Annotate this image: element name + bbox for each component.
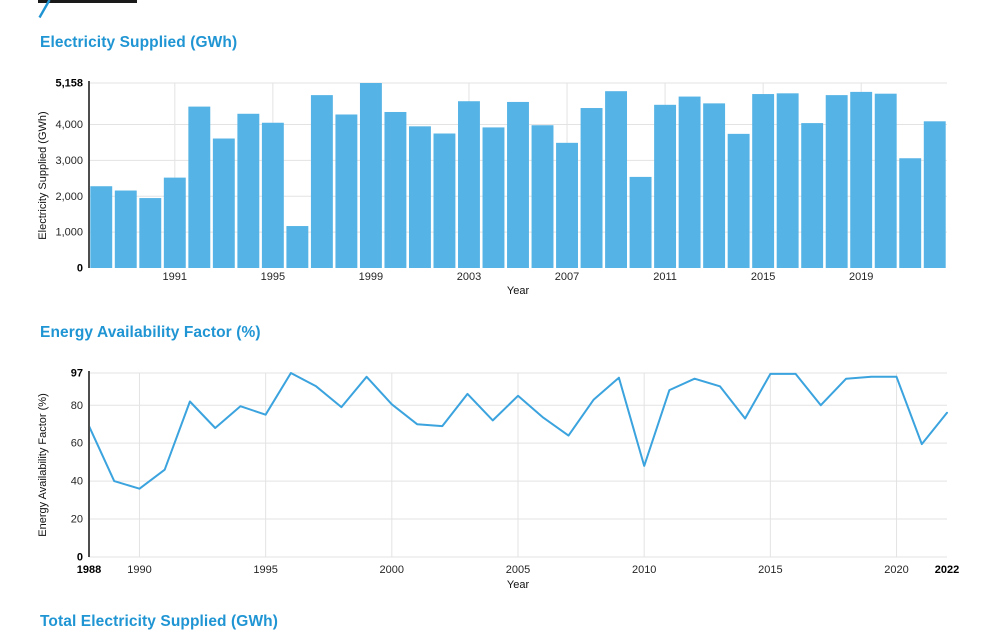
bar-1989 xyxy=(114,190,137,268)
x-tick-label: 2022 xyxy=(935,564,959,576)
y-tick-label: 80 xyxy=(71,400,83,412)
bar-1993 xyxy=(212,138,235,268)
y-tick-label: 4,000 xyxy=(55,119,83,131)
bar-2003 xyxy=(458,101,480,268)
slash-icon xyxy=(38,0,51,19)
electricity-supplied-bar-chart: 0 1,000 2,000 3,000 4,000 5,158 1991 1995 1999 20… xyxy=(37,78,947,297)
x-tick-label: 2011 xyxy=(653,271,677,283)
y-tick-label: 20 xyxy=(71,514,83,526)
energy-availability-line-chart: 0 20 40 60 80 97 1988 1990 1995 2000 2005 2010 2015 2… xyxy=(37,368,959,591)
eaf-line xyxy=(88,372,948,490)
bar-1990 xyxy=(139,198,162,268)
bar-1994 xyxy=(237,113,260,268)
bar-1996 xyxy=(286,226,309,268)
x-tick-label: 1990 xyxy=(127,564,151,576)
x-tick-label: 2019 xyxy=(849,271,873,283)
cropped-header-element xyxy=(38,0,137,3)
bar-2002 xyxy=(433,133,456,268)
x-tick-label: 1995 xyxy=(261,271,285,283)
bar-2019 xyxy=(850,91,873,268)
bar-2001 xyxy=(408,126,431,268)
bar-1998 xyxy=(335,114,358,268)
bar-1997 xyxy=(310,95,333,268)
y-tick-label: 60 xyxy=(71,438,83,450)
x-tick-label: 2000 xyxy=(380,564,404,576)
y-tick-label: 1,000 xyxy=(55,227,83,239)
bar-2010 xyxy=(629,176,652,268)
y-axis-title: Electricity Supplied (GWh) xyxy=(37,111,49,239)
x-tick-label: 2005 xyxy=(506,564,530,576)
x-tick-label: 2010 xyxy=(632,564,656,576)
total-electricity-title: Total Electricity Supplied (GWh) xyxy=(40,613,279,630)
y-tick-label: 40 xyxy=(71,476,83,488)
bar-2021 xyxy=(899,158,922,268)
energy-availability-title: Energy Availability Factor (%) xyxy=(40,324,261,341)
x-tick-label: 2007 xyxy=(555,271,579,283)
bar-1999 xyxy=(359,83,382,268)
x-tick-label: 2015 xyxy=(758,564,782,576)
bar-2005 xyxy=(507,101,529,268)
bar-2018 xyxy=(825,95,848,268)
bar-2007 xyxy=(556,142,578,268)
bar-1991 xyxy=(163,177,186,268)
bar-2000 xyxy=(384,111,407,268)
bar-2015 xyxy=(752,94,775,268)
bar-2008 xyxy=(580,108,603,268)
bar-2011 xyxy=(654,104,677,268)
bar-1995 xyxy=(261,122,284,268)
y-tick-label: 2,000 xyxy=(55,191,83,203)
bar-2020 xyxy=(874,93,897,268)
x-tick-label: 2020 xyxy=(884,564,908,576)
y-tick-label: 0 xyxy=(77,552,83,564)
bar-2006 xyxy=(531,125,554,268)
y-tick-label: 0 xyxy=(77,263,83,275)
bar-2004 xyxy=(482,127,505,269)
bar-2017 xyxy=(801,123,824,268)
x-tick-label: 2015 xyxy=(751,271,775,283)
x-tick-label: 1999 xyxy=(359,271,383,283)
x-axis-title: Year xyxy=(507,579,530,591)
x-tick-label: 2003 xyxy=(457,271,481,283)
bar-1988 xyxy=(90,186,113,268)
bar-2014 xyxy=(727,133,750,268)
bar-2016 xyxy=(776,93,799,268)
bar-2012 xyxy=(678,96,701,268)
y-axis-title: Energy Availability Factor (%) xyxy=(37,393,49,536)
bar-2022 xyxy=(923,121,946,268)
y-tick-label: 3,000 xyxy=(55,155,83,167)
x-axis-title: Year xyxy=(507,285,530,297)
x-tick-label: 1995 xyxy=(253,564,277,576)
x-tick-label: 1991 xyxy=(163,271,187,283)
x-tick-label: 1988 xyxy=(77,564,101,576)
electricity-supplied-title: Electricity Supplied (GWh) xyxy=(40,34,238,51)
bar-1992 xyxy=(188,106,211,268)
bar-2009 xyxy=(605,91,628,269)
y-tick-label: 5,158 xyxy=(55,78,83,90)
y-tick-label: 97 xyxy=(71,368,83,380)
bar-2013 xyxy=(703,103,726,268)
